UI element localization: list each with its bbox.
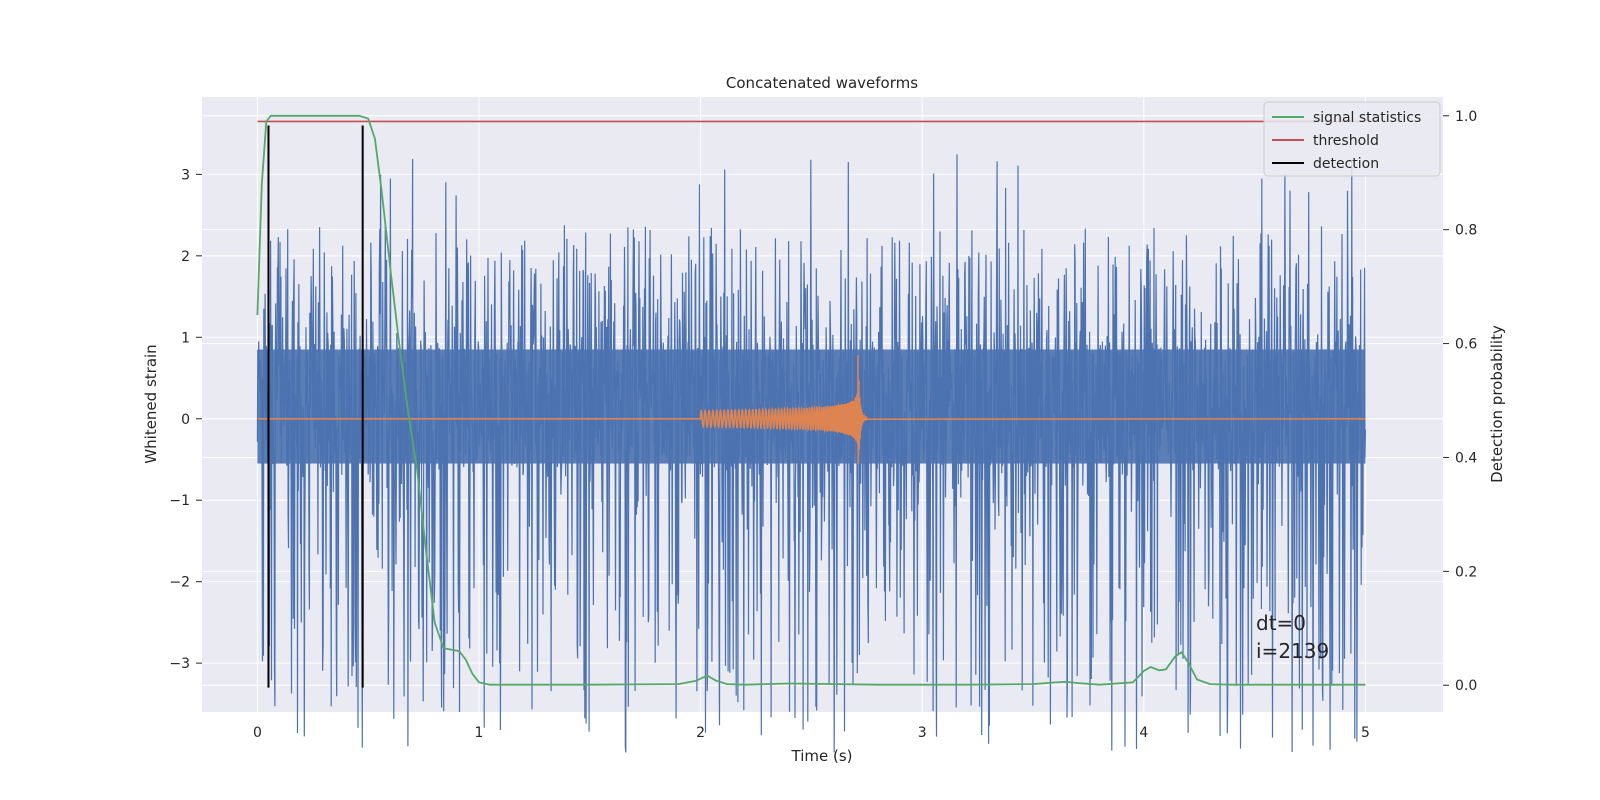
x-tick-label-2: 2 [696,725,705,741]
y2-tick-label-1: 0.2 [1455,564,1477,580]
y2-tick-label-0: 0.0 [1455,678,1477,694]
y-axis-ticks: −3 −2 −1 0 1 2 3 [169,167,202,672]
x-axis-label: Time (s) [791,747,853,765]
x-tick-label-1: 1 [475,725,484,741]
y-axis-label: Whitened strain [142,344,160,463]
x-tick-label-0: 0 [253,725,262,741]
legend-box [1263,101,1441,177]
legend-label-statistics: signal statistics [1313,110,1421,126]
x-tick-label-4: 4 [1139,725,1148,741]
chirp-line [257,355,1366,465]
y-tick-label-3: 0 [181,412,190,428]
legend: signal statistics threshold detection [1263,101,1441,177]
x-tick-label-5: 5 [1361,725,1370,741]
signal-statistics-line [256,114,1366,686]
y-tick-label-1: −2 [169,575,190,591]
y-tick-label-4: 1 [181,330,190,346]
y-tick-label-6: 3 [181,167,190,183]
signal-statistics-series [256,114,1366,686]
annotation-i: i=2139 [1256,639,1329,663]
legend-label-detection: detection [1313,156,1379,172]
x-tick-label-3: 3 [918,725,927,741]
chart-title: Concatenated waveforms [726,74,918,92]
noise-series [256,154,1366,753]
y2-tick-label-3: 0.6 [1455,337,1477,353]
y2-tick-label-5: 1.0 [1455,109,1477,125]
y-tick-label-2: −1 [169,493,190,509]
y2-tick-label-4: 0.8 [1455,223,1477,239]
y-tick-label-0: −3 [169,656,190,672]
detection-series [267,125,364,688]
x-axis-ticks: 0 1 2 3 4 5 [253,725,1370,741]
chirp-series [257,355,1366,465]
y2-axis-label: Detection probability [1488,325,1506,483]
y2-axis-ticks: 0.0 0.2 0.4 0.6 0.8 1.0 [1443,109,1477,694]
annotation-dt: dt=0 [1256,611,1306,635]
noise-core-band [257,349,1366,464]
y2-tick-label-2: 0.4 [1455,450,1477,466]
legend-label-threshold: threshold [1313,133,1379,149]
y-tick-label-5: 2 [181,249,190,265]
